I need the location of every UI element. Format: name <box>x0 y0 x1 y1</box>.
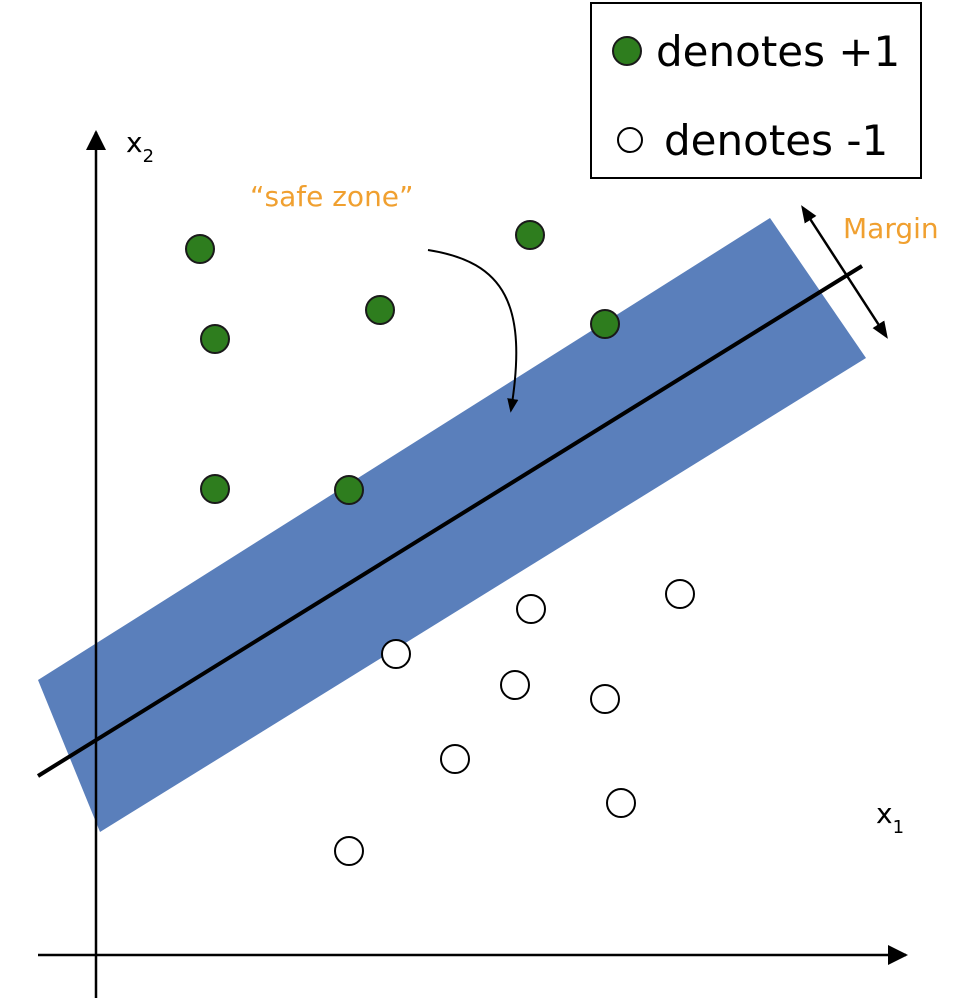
x-axis-label: x1 <box>876 797 904 838</box>
negative-point <box>500 670 530 700</box>
safe-zone-label: “safe zone” <box>250 180 414 213</box>
positive-point <box>365 295 395 325</box>
legend-box <box>590 2 922 179</box>
margin-band <box>38 218 866 832</box>
y-axis-label: x2 <box>126 126 154 167</box>
legend-positive-marker <box>612 36 642 66</box>
negative-point <box>590 684 620 714</box>
positive-point <box>515 220 545 250</box>
negative-point <box>665 579 695 609</box>
legend-negative-marker <box>617 127 643 153</box>
margin-width-arrow <box>801 205 888 339</box>
positive-point <box>590 309 620 339</box>
legend-positive-label: denotes +1 <box>656 27 900 76</box>
negative-points <box>334 579 695 866</box>
positive-point <box>200 324 230 354</box>
negative-point <box>606 788 636 818</box>
y-axis-subscript: 2 <box>143 146 154 167</box>
safe-zone-arrow <box>427 249 519 413</box>
negative-point <box>516 594 546 624</box>
negative-point <box>440 744 470 774</box>
positive-points <box>185 220 620 505</box>
negative-point <box>381 639 411 669</box>
legend-negative-label: denotes -1 <box>664 116 888 165</box>
margin-label: Margin <box>843 212 939 245</box>
positive-point <box>334 475 364 505</box>
decision-boundary-line <box>36 264 864 778</box>
positive-point <box>200 474 230 504</box>
x-axis-subscript: 1 <box>893 817 904 838</box>
negative-point <box>334 836 364 866</box>
legend: denotes +1 denotes -1 <box>590 2 922 179</box>
positive-point <box>185 234 215 264</box>
